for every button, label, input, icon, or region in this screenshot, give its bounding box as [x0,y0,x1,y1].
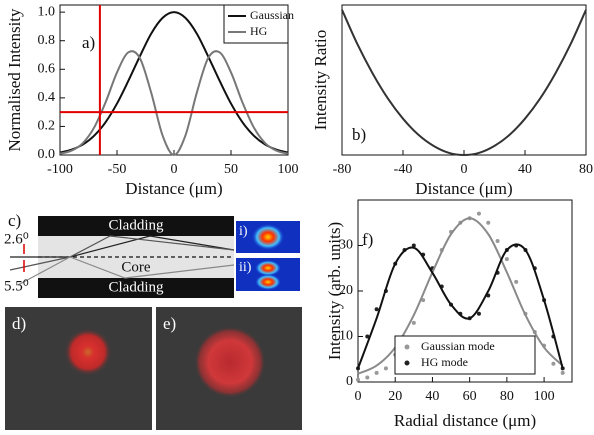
x-tick-label: 20 [388,389,402,404]
beam-spot [194,326,266,398]
x-tick-label: 80 [500,389,514,404]
y-tick-label: 1.0 [38,4,56,19]
mode-spot [255,260,281,276]
y-tick-label: 20 [339,283,353,298]
core-label: Core [121,259,151,275]
data-point [411,243,416,248]
plot: -80 -40 0 40 80 Distance (μm) Intensity Ratio b… [311,4,593,198]
data-point [365,375,370,380]
legend-label: Gaussian mode [421,339,495,353]
angle-label: 2.6⁰ [4,231,29,247]
plot: 0 20 40 60 80 100 0 10 20 30 Radial distance (μm) I… [325,199,573,430]
y-tick-label: 0 [346,374,353,389]
x-tick-label: 0 [461,162,468,177]
x-tick-label: 50 [224,162,238,177]
legend-label: HG mode [421,355,468,369]
legend-label: HG [250,24,268,38]
legend-marker [404,360,410,366]
y-tick-label: 0.8 [38,33,56,48]
x-axis-label: Radial distance (μm) [394,411,536,430]
data-line [357,243,564,369]
x-tick-label: 80 [579,162,593,177]
x-tick-label: 100 [534,389,555,404]
data-point [551,361,556,366]
panel-label: a) [82,33,95,52]
panel-label: c) [8,211,21,230]
beam-images: d) e) [5,307,302,430]
y-axis-label: Intensity (arb. units) [325,222,344,360]
mode-spot [255,274,281,290]
data-point [383,366,388,371]
y-tick-label: 0.0 [38,147,56,162]
y-tick-label: 0.4 [38,90,56,105]
panel-label: b) [352,125,366,144]
x-tick-label: -100 [47,162,73,177]
x-axis-label: Distance (μm) [415,179,512,198]
panel-label: e) [163,314,176,333]
x-axis-label: Distance (μm) [125,179,222,198]
data-line [357,217,564,375]
data-point [374,370,379,375]
x-tick-label: -50 [108,162,127,177]
legend-label: Gaussian [250,8,294,22]
x-tick-label: 0 [171,162,178,177]
cladding-label: Cladding [109,217,164,233]
x-tick-label: 100 [278,162,299,177]
data-point [486,220,491,225]
y-axis-label: Intensity Ratio [311,30,330,131]
data-line [59,50,289,157]
y-tick-label: 0.6 [38,62,56,77]
ray-3 [17,256,235,286]
cladding-bottom [38,278,234,298]
x-tick-label: 40 [518,162,532,177]
data-point [504,257,509,262]
data-point [365,334,370,339]
panel-label: d) [12,314,26,333]
data-point [421,298,426,303]
data-point [495,238,500,243]
y-axis-label: Normalised Intensity [5,8,24,152]
cladding-top [38,216,234,236]
legend-box [394,335,536,375]
cladding-label: Cladding [109,279,164,295]
inset-label: i) [239,224,248,239]
inset-label: ii) [239,260,252,275]
data-point [374,307,379,312]
panel-label: f) [362,230,373,249]
x-tick-label: 0 [355,389,362,404]
data-point [514,279,519,284]
data-line [59,11,289,154]
x-tick-label: 40 [425,389,439,404]
x-tick-label: -80 [333,162,352,177]
y-tick-label: 30 [339,238,353,253]
beam-spot [64,328,112,376]
legend-box [223,4,289,44]
data-point [411,320,416,325]
y-tick-label: 0.2 [38,119,56,134]
ray-2 [9,235,235,271]
data-point [476,311,481,316]
ray-1 [10,235,235,258]
plot: -100 -50 0 50 100 0.0 0.2 0.4 0.6 0.8 1.0 Distance … [5,4,299,198]
data-point [476,211,481,216]
mode-spot [252,224,284,250]
waveguide-diagram: Cladding Core Cladding c) 2.6⁰ 5.5⁰ i) i… [4,211,300,298]
data-line [341,9,587,157]
legend-marker [404,344,410,350]
plot-frame [341,4,587,156]
x-tick-label: -40 [394,162,413,177]
x-tick-label: 60 [463,389,477,404]
y-tick-label: 10 [339,329,353,344]
data-point [560,370,565,375]
angle-label: 5.5⁰ [4,278,29,294]
data-point [356,377,360,382]
